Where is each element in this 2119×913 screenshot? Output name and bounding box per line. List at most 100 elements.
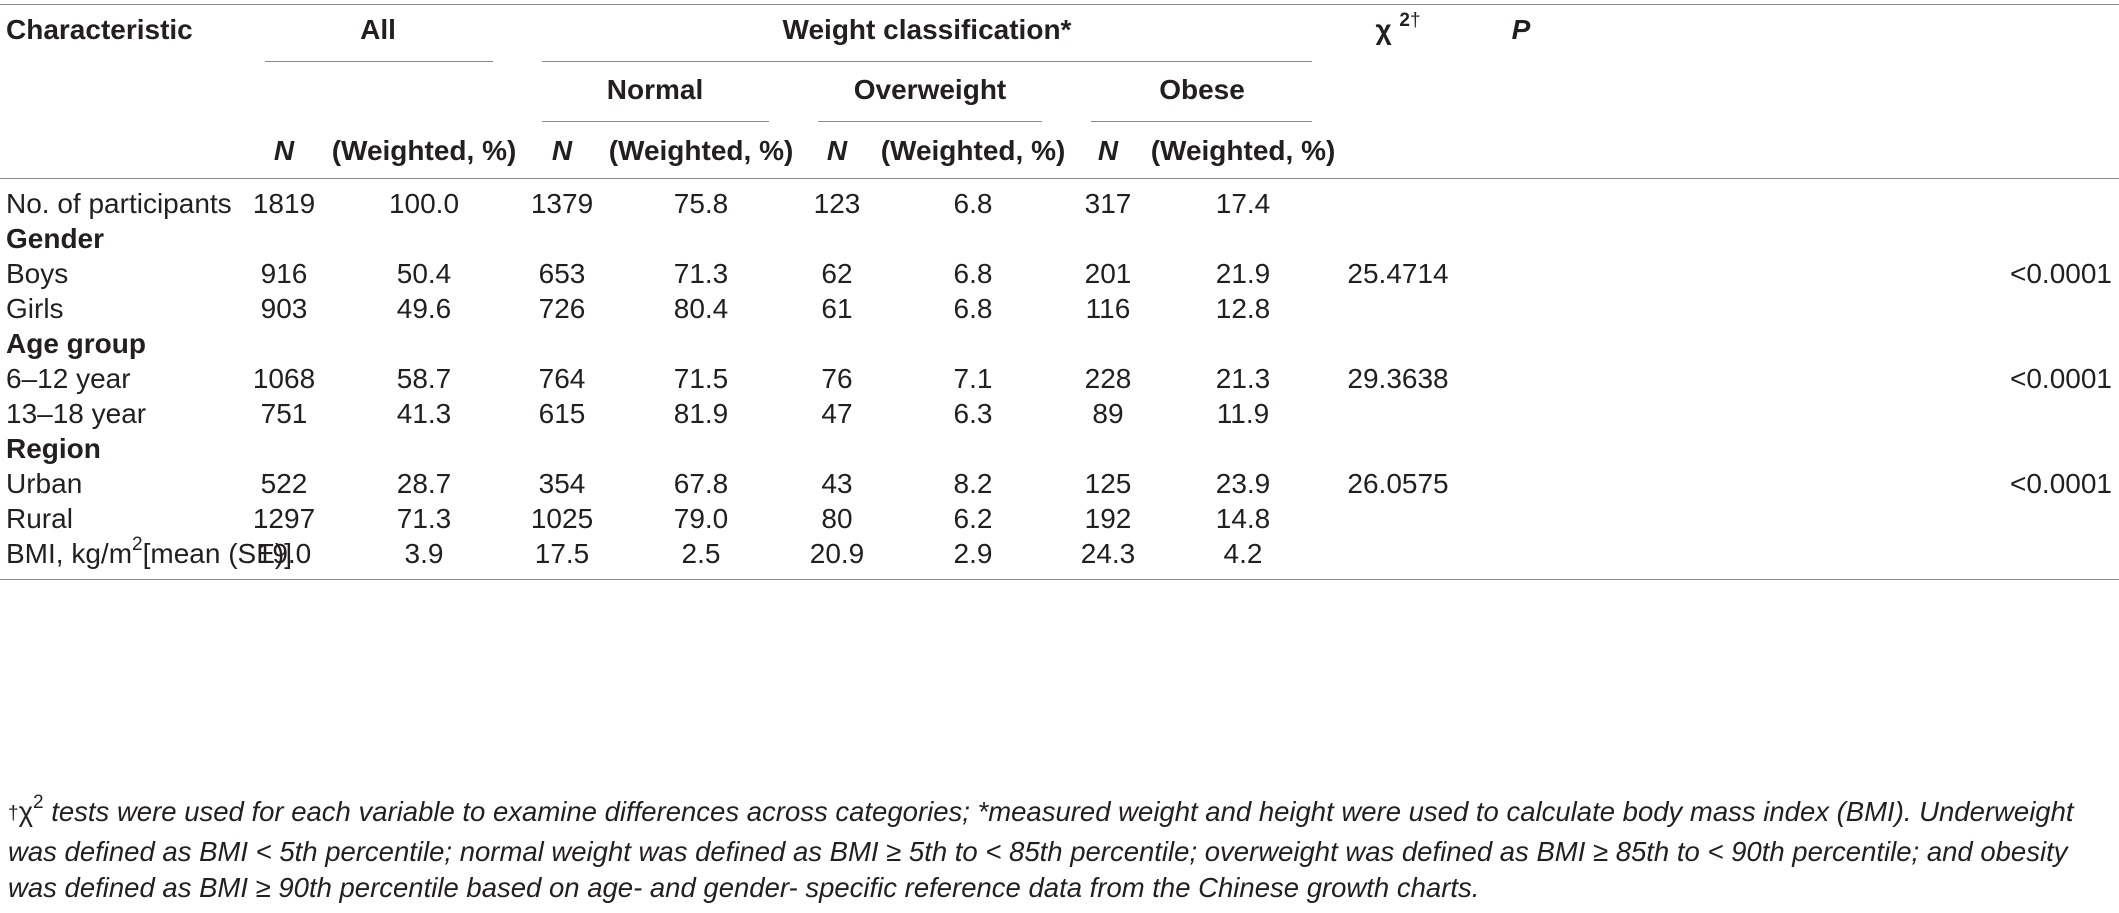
header-obese-weighted: (Weighted, %) <box>1150 135 1336 166</box>
header-normal-n: N <box>551 135 573 166</box>
table-cell: 125 <box>1084 468 1132 499</box>
table-cell: 2.9 <box>953 538 993 569</box>
table-cell: 6.2 <box>953 503 993 534</box>
table-cell: 653 <box>538 258 586 289</box>
table-cell: 192 <box>1084 503 1132 534</box>
row-label: 6–12 year <box>6 363 131 394</box>
table-cell: 89 <box>1092 398 1124 429</box>
header-characteristic: Characteristic <box>6 14 193 45</box>
table-cell: 522 <box>260 468 308 499</box>
table-cell: 21.9 <box>1215 258 1271 289</box>
obese-group-rule <box>1091 121 1312 122</box>
table-cell: 49.6 <box>396 293 452 324</box>
row-label-superscript: 2 <box>132 533 143 555</box>
header-overweight-weighted: (Weighted, %) <box>880 135 1066 166</box>
header-all-weighted: (Weighted, %) <box>331 135 517 166</box>
table-cell: 1068 <box>252 363 316 394</box>
footnote-text: tests were used for each variable to exa… <box>8 796 2074 903</box>
table-cell: 24.3 <box>1080 538 1136 569</box>
table-cell: 201 <box>1084 258 1132 289</box>
header-chi-square: χ 2† <box>1375 9 1421 47</box>
section-heading: Gender <box>6 223 105 254</box>
section-heading: Region <box>6 433 101 464</box>
chi-symbol: χ <box>1375 14 1392 45</box>
row-label: BMI, kg/m2[mean (SE)] <box>6 533 292 571</box>
table-cell: 81.9 <box>673 398 729 429</box>
table-footnote: †χ2 tests were used for each variable to… <box>8 791 2112 906</box>
table-cell: 751 <box>260 398 308 429</box>
section-heading: Age group <box>6 328 146 359</box>
table-cell: 43 <box>821 468 853 499</box>
table-cell: 62 <box>821 258 853 289</box>
table-cell: 354 <box>538 468 586 499</box>
weight-classification-rule <box>542 61 1312 62</box>
header-overweight-n: N <box>826 135 848 166</box>
chi-superscript: 2 <box>1399 9 1410 31</box>
header-p: P <box>1511 14 1531 45</box>
row-label: 13–18 year <box>6 398 147 429</box>
table-cell: 4.2 <box>1223 538 1263 569</box>
table-cell: 50.4 <box>396 258 452 289</box>
footnote-chi-symbol: χ <box>18 796 34 827</box>
table-cell: 116 <box>1085 293 1131 324</box>
p-value: <0.0001 <box>2010 363 2112 394</box>
table-cell: 3.9 <box>404 538 444 569</box>
header-bottom-rule <box>0 178 2119 179</box>
table-cell: 6.8 <box>953 258 993 289</box>
row-label: Rural <box>6 503 73 534</box>
header-overweight: Overweight <box>853 74 1007 105</box>
row-label: Urban <box>6 468 83 499</box>
table-cell: 61 <box>821 293 853 324</box>
table-cell: 20.9 <box>809 538 865 569</box>
header-normal: Normal <box>606 74 704 105</box>
table-cell: 12.8 <box>1215 293 1271 324</box>
table-cell: 916 <box>260 258 308 289</box>
table-cell: 615 <box>538 398 586 429</box>
header-all-n: N <box>273 135 295 166</box>
table-cell: 123 <box>813 188 861 219</box>
chi-square-value: 29.3638 <box>1347 363 1449 394</box>
table-cell: 14.8 <box>1215 503 1271 534</box>
chi-square-value: 25.4714 <box>1347 258 1449 289</box>
table-cell: 228 <box>1084 363 1132 394</box>
row-label-suffix: [mean (SE)] <box>142 538 292 569</box>
row-label: No. of participants <box>6 188 232 219</box>
table-cell: 71.5 <box>673 363 729 394</box>
p-value: <0.0001 <box>2010 468 2112 499</box>
all-group-rule <box>265 61 493 62</box>
table-cell: 317 <box>1084 188 1132 219</box>
table-cell: 21.3 <box>1215 363 1271 394</box>
table-cell: 17.4 <box>1215 188 1271 219</box>
header-weight-classification: Weight classification* <box>782 14 1072 45</box>
table-cell: 1819 <box>252 188 316 219</box>
table-cell: 80.4 <box>673 293 729 324</box>
footnote-dagger: † <box>8 803 19 824</box>
table-cell: 71.3 <box>673 258 729 289</box>
table-cell: 764 <box>538 363 586 394</box>
footnote-chi-superscript: 2 <box>33 791 44 813</box>
header-all: All <box>360 14 396 45</box>
row-label: Girls <box>6 293 64 324</box>
table-cell: 2.5 <box>681 538 721 569</box>
table-cell: 6.8 <box>953 188 993 219</box>
overweight-group-rule <box>818 121 1042 122</box>
header-normal-weighted: (Weighted, %) <box>608 135 794 166</box>
table-cell: 726 <box>538 293 586 324</box>
table-bottom-rule <box>0 579 2119 580</box>
table-cell: 71.3 <box>396 503 452 534</box>
table-cell: 903 <box>260 293 308 324</box>
header-obese: Obese <box>1159 74 1245 105</box>
table-cell: 8.2 <box>953 468 993 499</box>
row-label-text: BMI, kg/m <box>6 538 133 569</box>
header-obese-n: N <box>1097 135 1119 166</box>
p-value: <0.0001 <box>2010 258 2112 289</box>
row-label: Boys <box>6 258 69 289</box>
chi-dagger: † <box>1409 9 1421 31</box>
table-cell: 80 <box>821 503 853 534</box>
table-cell: 100.0 <box>388 188 460 219</box>
chi-square-value: 26.0575 <box>1347 468 1449 499</box>
table-cell: 1297 <box>252 503 316 534</box>
table-cell: 79.0 <box>673 503 729 534</box>
table-cell: 47 <box>821 398 853 429</box>
table-cell: 19.0 <box>256 538 312 569</box>
